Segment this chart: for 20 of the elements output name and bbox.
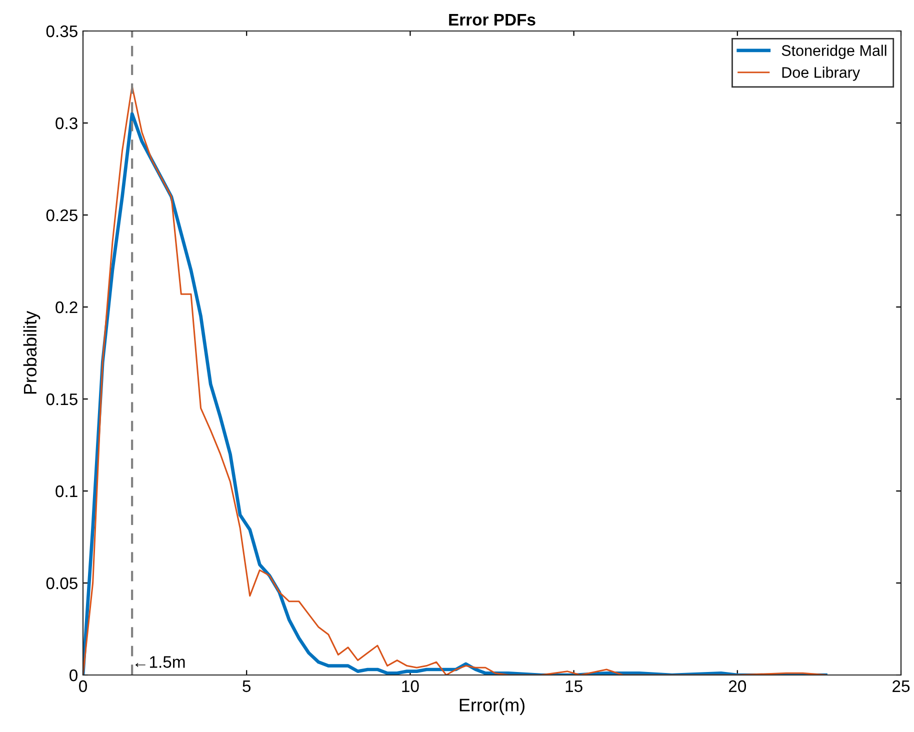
y-tick-label: 0 — [70, 669, 78, 682]
x-tick-label: 5 — [242, 680, 251, 692]
x-tick-label: 10 — [402, 680, 419, 692]
y-tick-label: 0.1 — [56, 485, 78, 498]
y-tick-label: 0.35 — [46, 25, 78, 38]
legend-label: Stoneridge Mall — [782, 44, 886, 59]
x-tick-label: 20 — [728, 680, 746, 692]
y-tick-label: 0.2 — [56, 301, 78, 314]
y-tick-label: 0.05 — [46, 577, 78, 590]
y-tick-label: 0.3 — [56, 117, 78, 130]
x-tick-label: 25 — [892, 680, 910, 692]
ref-line-label: ←1.5m — [135, 656, 185, 668]
y-axis-title: Probability — [23, 310, 40, 394]
chart-title: Error PDFs — [449, 14, 536, 26]
y-tick-label: 0.25 — [46, 209, 78, 222]
x-tick-label: 15 — [566, 680, 582, 692]
x-axis-title: Error(m) — [460, 698, 524, 715]
y-tick-label: 0.15 — [46, 393, 78, 406]
x-tick-label: 0 — [79, 680, 87, 692]
legend-label: Doe Library — [782, 66, 860, 81]
